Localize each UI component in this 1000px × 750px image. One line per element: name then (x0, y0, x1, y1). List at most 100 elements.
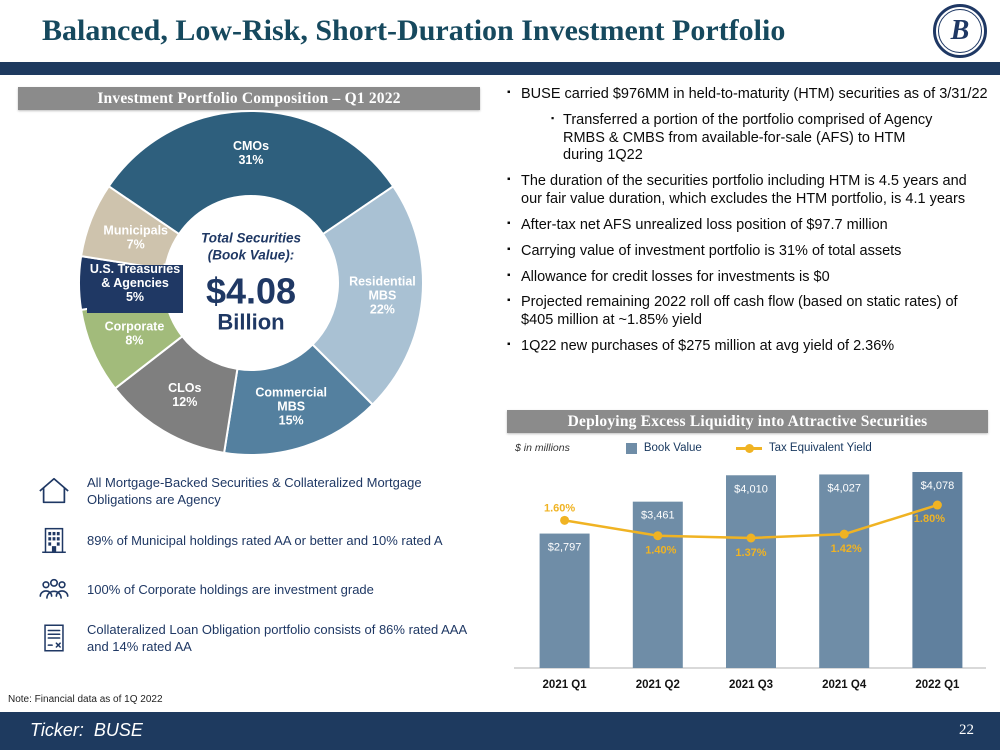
donut-slice-label: Commercial MBS 15% (255, 386, 327, 428)
bullet-marker: ▪ (507, 339, 511, 351)
bullet-text: Allowance for credit losses for investme… (521, 268, 830, 285)
bullet-marker: ▪ (507, 243, 511, 255)
chart-legend: Book Value Tax Equivalent Yield (625, 442, 872, 454)
book-value-bar (539, 533, 590, 668)
bullet-text: Carrying value of investment portfolio i… (521, 242, 902, 259)
bar-value-label: $4,078 (921, 480, 955, 492)
bullet-item: ▪ Transferred a portion of the portfolio … (549, 112, 949, 165)
tax-yield-point (932, 500, 942, 510)
total-securities-value: $4.08 (205, 270, 297, 312)
tax-yield-point (560, 515, 570, 525)
units-note: $ in millions (515, 442, 570, 454)
tax-yield-point (746, 533, 756, 543)
bullet-item: ▪ Allowance for credit losses for investm… (505, 269, 991, 287)
tax-yield-label: 1.80% (914, 513, 945, 525)
donut-slice-label: Corporate 8% (105, 319, 165, 347)
bullet-text: The duration of the securities portfolio… (521, 173, 967, 208)
bullet-item: ▪ BUSE carried $976MM in held-to-maturity… (505, 86, 991, 104)
callout-text: All Mortgage-Backed Securities & Collate… (87, 475, 422, 508)
bar-value-label: $4,010 (734, 483, 768, 495)
book-value-bar (819, 474, 870, 668)
total-securities-unit: Billion (217, 309, 285, 335)
bullet-list: ▪ BUSE carried $976MM in held-to-maturity… (505, 86, 991, 364)
donut-slice-label: Residential MBS 22% (349, 274, 416, 316)
donut-slice-cmos (107, 110, 395, 236)
bullet-text: BUSE carried $976MM in held-to-maturity … (521, 86, 988, 102)
donut-slice-residential-mbs (311, 184, 424, 407)
document-icon (36, 621, 72, 655)
logo-ring: B (938, 9, 982, 53)
book-value-bar (632, 501, 683, 668)
page-title: Balanced, Low-Risk, Short-Duration Inves… (42, 14, 786, 47)
bullet-marker: ▪ (551, 112, 555, 123)
bar-value-label: $2,797 (548, 542, 582, 554)
bar-value-label: $3,461 (641, 510, 675, 522)
portfolio-composition-header: Investment Portfolio Composition – Q1 20… (18, 87, 480, 110)
donut-slice-municipals (79, 184, 181, 271)
liquidity-header-text: Deploying Excess Liquidity into Attracti… (567, 413, 928, 430)
liquidity-bar-chart: $2,797 2021 Q1 $3,461 2021 Q2 $4,010 2021 Q3 $… (514, 472, 986, 691)
legend-book-value-label: Book Value (643, 442, 702, 454)
footnote: Note: Financial data as of 1Q 2022 (8, 694, 163, 705)
donut-center-label: Total Securities (Book Value): $4.08 Bil… (171, 230, 331, 335)
legend-book-value: Book Value (625, 442, 702, 454)
book-value-swatch-icon (625, 442, 637, 454)
x-axis-label: 2022 Q1 (915, 679, 960, 691)
bullet-marker: ▪ (507, 174, 511, 186)
donut-slice-label: CMOs 31% (233, 139, 269, 167)
legend-tax-yield: Tax Equivalent Yield (735, 442, 872, 454)
chart-meta-row: $ in millions Book Value Tax Equivalent … (515, 442, 987, 454)
x-axis-label: 2021 Q2 (636, 679, 680, 691)
callout-text: 89% of Municipal holdings rated AA or be… (87, 532, 443, 548)
title-divider-bar (0, 62, 1000, 75)
page-number: 22 (959, 722, 974, 738)
logo-letter: B (950, 15, 970, 46)
donut-slice-label: CLOs 12% (168, 381, 201, 409)
bar-value-label: $4,027 (827, 482, 861, 494)
bullet-item: ▪ 1Q22 new purchases of $275 million at a… (505, 338, 991, 356)
footer-bar: Ticker: BUSE 22 (0, 712, 1000, 750)
liquidity-header: Deploying Excess Liquidity into Attracti… (507, 410, 988, 433)
bullet-marker: ▪ (507, 269, 511, 281)
donut-slice-label: Municipals 7% (103, 223, 168, 251)
callout-item: All Mortgage-Backed Securities & Collate… (36, 474, 484, 508)
bullet-text: Projected remaining 2022 roll off cash f… (521, 294, 958, 329)
bullet-text: After-tax net AFS unrealized loss positi… (521, 216, 888, 233)
donut-slice-label: U.S. Treasuries & Agencies 5% (90, 262, 180, 304)
donut-center-line1: Total Securities (200, 230, 302, 246)
tax-yield-label: 1.42% (831, 543, 862, 555)
house-icon (36, 474, 72, 508)
tax-yield-point (839, 529, 849, 539)
tax-yield-label: 1.60% (544, 502, 575, 514)
tax-yield-label: 1.40% (645, 545, 676, 557)
book-value-bar (726, 475, 776, 668)
x-axis-label: 2021 Q3 (729, 679, 773, 691)
people-icon (36, 572, 72, 606)
bullet-text: Transferred a portion of the portfolio c… (563, 111, 933, 164)
callout-item: 89% of Municipal holdings rated AA or be… (36, 523, 484, 557)
bullet-item: ▪ Carrying value of investment portfolio … (505, 243, 991, 261)
legend-tax-yield-label: Tax Equivalent Yield (768, 442, 872, 454)
bullet-text: 1Q22 new purchases of $275 million at av… (521, 338, 895, 355)
bullet-marker: ▪ (507, 217, 511, 229)
bullet-marker: ▪ (507, 87, 511, 98)
portfolio-donut-chart: CMOs 31% Residential MBS 22% Commercial MBS 15%… (70, 102, 432, 464)
yield-line-swatch-icon (735, 443, 762, 453)
callout-list: All Mortgage-Backed Securities & Collate… (36, 474, 484, 656)
busey-logo-icon: B (933, 4, 987, 58)
building-icon (36, 523, 72, 557)
callout-item: 100% of Corporate holdings are investmen… (36, 572, 484, 606)
callout-text: Collateralized Loan Obligation portfolio… (87, 622, 467, 655)
donut-center-line2: (Book Value): (207, 247, 295, 263)
bullet-item: ▪ After-tax net AFS unrealized loss posit… (505, 217, 991, 235)
bullet-item: ▪ Projected remaining 2022 roll off cash … (505, 294, 991, 330)
tax-yield-label: 1.37% (735, 547, 766, 559)
slice-label-bg (87, 265, 183, 313)
bullet-marker: ▪ (507, 295, 511, 307)
donut-svg: CMOs 31% Residential MBS 22% Commercial MBS 15%… (78, 110, 424, 456)
callout-item: Collateralized Loan Obligation portfolio… (36, 621, 484, 655)
x-axis-label: 2021 Q1 (543, 679, 588, 691)
portfolio-composition-header-text: Investment Portfolio Composition – Q1 20… (97, 90, 401, 107)
ticker-label: Ticker: BUSE (30, 720, 143, 740)
